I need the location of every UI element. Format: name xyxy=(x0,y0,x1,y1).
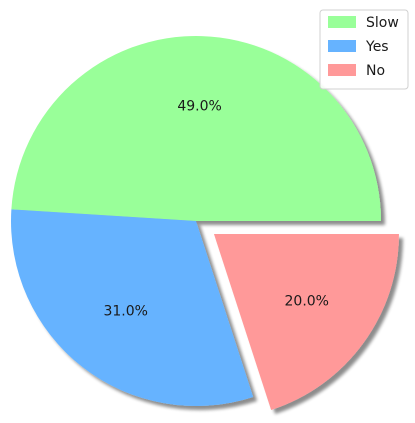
legend: Slow Yes No xyxy=(319,9,409,90)
pie-label-yes: 31.0% xyxy=(103,304,147,320)
legend-swatch-slow xyxy=(328,16,356,28)
pie-slice-slow xyxy=(11,36,382,222)
pie-slice-yes xyxy=(10,209,254,406)
pie-slice-no xyxy=(213,234,399,410)
legend-label-no: No xyxy=(366,63,385,79)
pie-percent-labels: 49.0% 31.0% 20.0% xyxy=(103,98,329,319)
legend-label-yes: Yes xyxy=(365,39,389,55)
pie-slices xyxy=(10,36,399,410)
pie-label-no: 20.0% xyxy=(285,293,329,309)
legend-swatch-yes xyxy=(328,40,356,52)
legend-label-slow: Slow xyxy=(366,15,399,31)
pie-label-slow: 49.0% xyxy=(177,98,221,114)
legend-swatch-no xyxy=(328,64,356,76)
